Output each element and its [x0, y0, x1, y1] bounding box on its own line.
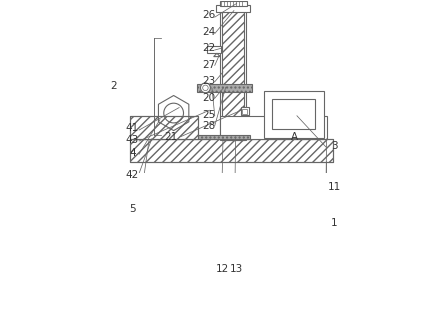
- Bar: [130, 139, 333, 162]
- Text: 5: 5: [129, 204, 136, 214]
- Bar: [206, 46, 221, 53]
- Text: 20: 20: [203, 93, 216, 103]
- Text: 13: 13: [230, 264, 243, 274]
- Bar: [242, 109, 247, 114]
- Text: 24: 24: [203, 27, 216, 37]
- Bar: [240, 107, 249, 115]
- Text: 41: 41: [126, 123, 139, 133]
- Text: 42: 42: [126, 170, 139, 180]
- Bar: [130, 139, 333, 162]
- Bar: [216, 5, 250, 12]
- Bar: [220, 1, 247, 6]
- Text: 11: 11: [328, 182, 341, 192]
- Text: 3: 3: [331, 141, 337, 151]
- Text: 12: 12: [216, 264, 229, 274]
- Bar: [197, 84, 252, 92]
- Text: 43: 43: [126, 135, 139, 145]
- Bar: [272, 99, 315, 129]
- Text: 4: 4: [129, 148, 136, 158]
- Text: 21: 21: [164, 132, 178, 142]
- Text: 2: 2: [110, 81, 117, 91]
- Bar: [130, 116, 198, 139]
- Circle shape: [201, 83, 210, 93]
- Text: 25: 25: [203, 110, 216, 120]
- Bar: [220, 116, 327, 139]
- Bar: [264, 91, 325, 138]
- Text: 27: 27: [203, 60, 216, 70]
- Text: 1: 1: [331, 218, 337, 228]
- Bar: [220, 11, 246, 140]
- Text: 23: 23: [203, 76, 216, 86]
- Bar: [130, 116, 198, 139]
- Bar: [198, 135, 250, 139]
- Polygon shape: [213, 53, 220, 57]
- Text: 22: 22: [203, 43, 216, 53]
- Bar: [222, 11, 244, 140]
- Text: 26: 26: [203, 10, 216, 20]
- Text: 28: 28: [203, 121, 216, 131]
- Text: A: A: [291, 132, 298, 142]
